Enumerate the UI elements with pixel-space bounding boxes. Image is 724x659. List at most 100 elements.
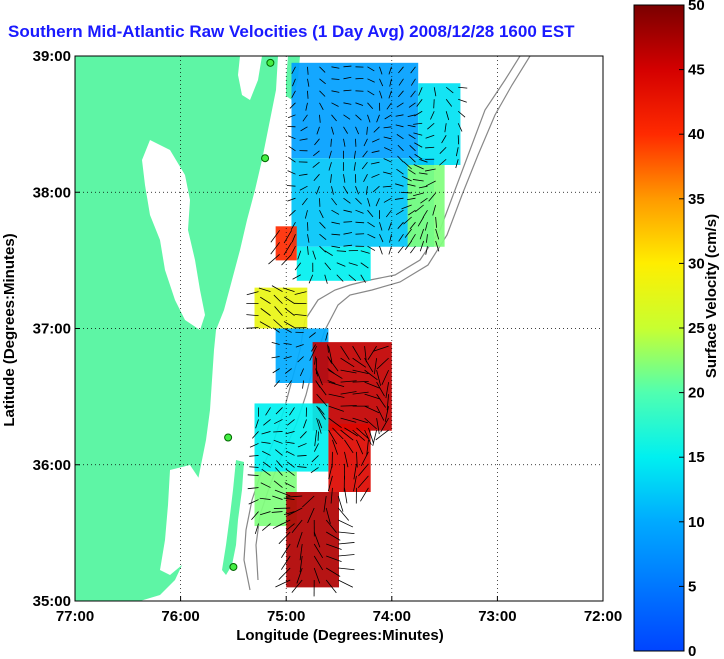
velocity-vector <box>294 262 302 271</box>
velocity-vector <box>287 197 296 202</box>
velocity-vector <box>420 197 428 204</box>
velocity-vector <box>426 234 428 243</box>
velocity-region <box>254 403 329 472</box>
velocity-vector <box>289 102 296 109</box>
velocity-vector <box>331 221 341 225</box>
velocity-vector <box>360 487 369 502</box>
velocity-vector <box>394 197 404 200</box>
velocity-vector <box>340 380 357 383</box>
velocity-vector <box>319 210 324 219</box>
delaware-bay <box>238 56 262 100</box>
velocity-vector <box>366 126 368 135</box>
velocity-vector <box>337 507 350 521</box>
velocity-vector <box>283 230 292 244</box>
y-axis-label: Latitude (Degrees:Minutes) <box>1 233 18 426</box>
velocity-vector <box>297 356 304 363</box>
velocity-vector <box>260 308 271 316</box>
velocity-vector <box>376 418 380 435</box>
velocity-vector <box>340 369 357 374</box>
velocity-vector <box>396 102 404 108</box>
velocity-vector <box>419 240 425 252</box>
velocity-vector <box>297 455 307 457</box>
velocity-vector <box>325 332 329 341</box>
velocity-vector <box>307 507 315 524</box>
velocity-vector <box>445 99 453 107</box>
velocity-vector <box>401 204 412 210</box>
velocity-vector <box>398 90 404 98</box>
velocity-vector <box>408 102 416 108</box>
velocity-vector <box>313 531 321 548</box>
velocity-vector <box>255 419 259 429</box>
velocity-vector <box>367 114 371 123</box>
velocity-vector <box>331 186 334 195</box>
velocity-vector <box>273 294 283 304</box>
velocity-vector <box>435 228 440 240</box>
velocity-vector <box>367 66 375 72</box>
velocity-vector <box>340 345 350 360</box>
velocity-vector <box>307 246 309 255</box>
velocity-vector <box>328 381 345 388</box>
velocity-vector <box>291 66 296 75</box>
velocity-vector <box>416 99 423 107</box>
colorbar-gradient <box>633 4 685 652</box>
velocity-vector <box>275 467 283 476</box>
velocity-vector <box>397 155 404 163</box>
velocity-vector <box>260 482 271 488</box>
velocity-vector <box>288 156 296 163</box>
velocity-vector <box>284 296 295 304</box>
velocity-vector <box>271 356 280 359</box>
velocity-vector <box>285 495 303 498</box>
velocity-vector <box>275 579 291 588</box>
velocity-vector <box>352 417 369 424</box>
velocity-vector <box>396 168 404 175</box>
velocity-vector <box>458 98 467 103</box>
velocity-vector <box>370 161 380 165</box>
velocity-vector <box>331 90 340 93</box>
velocity-vector <box>260 296 271 304</box>
velocity-vector <box>410 233 416 242</box>
velocity-vector <box>343 126 348 134</box>
velocity-vector <box>373 358 377 375</box>
velocity-vector <box>408 169 416 175</box>
velocity-vector <box>313 555 324 571</box>
velocity-vector <box>273 507 291 509</box>
velocity-vector <box>313 443 319 452</box>
velocity-vector <box>372 138 380 143</box>
velocity-vector <box>385 382 389 399</box>
velocity-vector <box>286 185 296 187</box>
velocity-vector <box>343 197 351 204</box>
velocity-vector <box>262 450 271 456</box>
velocity-vector <box>299 185 308 191</box>
chesapeake-bay <box>142 140 205 330</box>
velocity-vector <box>331 245 341 249</box>
velocity-vector <box>288 209 296 217</box>
velocity-vector <box>316 405 326 420</box>
velocity-vector <box>274 489 291 497</box>
colorbar: 0 5 10 15 20 25 30 35 40 45 50 Surface Velocity (c… <box>633 0 720 659</box>
velocity-vector <box>330 138 332 147</box>
velocity-vector <box>336 262 346 267</box>
velocity-vector <box>441 135 447 144</box>
velocity-vector <box>328 405 344 412</box>
velocity-vector <box>299 543 303 561</box>
velocity-vector <box>284 328 292 333</box>
velocity-vector <box>425 246 428 255</box>
velocity-vector <box>299 368 305 377</box>
velocity-vector <box>439 158 447 166</box>
y-tick-label: 38:00 <box>33 184 71 201</box>
velocity-vector <box>414 142 423 148</box>
velocity-vector <box>305 102 308 111</box>
velocity-vector <box>376 405 385 421</box>
velocity-vector <box>343 76 352 80</box>
velocity-vector <box>314 138 320 146</box>
velocity-vector <box>336 274 344 282</box>
colorbar-tick-label: 20 <box>688 385 705 402</box>
velocity-vector <box>386 394 389 411</box>
velocity-vector <box>373 345 389 352</box>
velocity-vector <box>247 474 259 476</box>
colorbar-label: Surface Velocity (cm/s) <box>703 214 720 378</box>
velocity-vector <box>261 431 271 435</box>
velocity-vector <box>272 495 283 500</box>
velocity-vector <box>272 327 280 333</box>
x-tick-label: 73:00 <box>478 608 516 625</box>
